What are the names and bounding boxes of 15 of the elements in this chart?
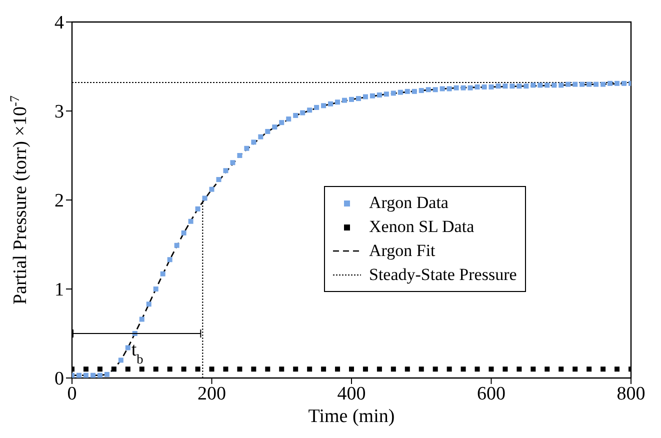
legend-label: Steady-State Pressure: [369, 265, 517, 285]
y-tick-label: 2: [54, 190, 64, 212]
y-tick-label: 3: [54, 102, 64, 123]
legend-label: Xenon SL Data: [369, 217, 474, 237]
y-tick-label: 1: [54, 280, 64, 301]
x-axis-title: Time (min): [308, 406, 395, 427]
x-tick-label: 200: [198, 383, 226, 404]
annotation: t$_{b}$: [131, 340, 144, 366]
y-tick-label: 4: [54, 12, 64, 34]
legend-label: Argon Fit: [369, 241, 436, 261]
x-tick-label: 400: [337, 383, 366, 404]
legend-label: Argon Data: [369, 193, 448, 213]
y-tick-label: 0: [54, 368, 64, 390]
x-tick-label: 800: [616, 383, 646, 404]
x-tick-label: 600: [477, 383, 506, 404]
